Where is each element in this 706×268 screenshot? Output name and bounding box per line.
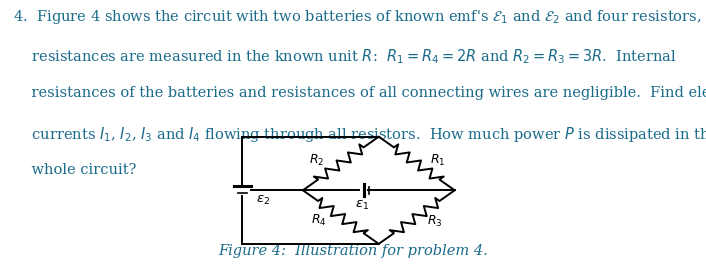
- Text: 4.  Figure 4 shows the circuit with two batteries of known emf's $\mathcal{E}_1$: 4. Figure 4 shows the circuit with two b…: [13, 8, 706, 26]
- Text: $R_2$: $R_2$: [309, 153, 324, 168]
- Text: resistances are measured in the known unit $R$:  $R_1 = R_4 = 2R$ and $R_2 = R_3: resistances are measured in the known un…: [13, 47, 676, 66]
- Text: $\varepsilon_2$: $\varepsilon_2$: [256, 193, 270, 207]
- Text: whole circuit?: whole circuit?: [13, 163, 136, 177]
- Text: $R_1$: $R_1$: [431, 153, 445, 168]
- Text: $R_3$: $R_3$: [427, 214, 443, 229]
- Text: currents $I_1$, $I_2$, $I_3$ and $I_4$ flowing through all resistors.  How much : currents $I_1$, $I_2$, $I_3$ and $I_4$ f…: [13, 125, 706, 144]
- Text: Figure 4:  Illustration for problem 4.: Figure 4: Illustration for problem 4.: [218, 244, 488, 258]
- Text: resistances of the batteries and resistances of all connecting wires are negligi: resistances of the batteries and resista…: [13, 86, 706, 100]
- Text: $R_4$: $R_4$: [311, 213, 327, 228]
- Text: $\varepsilon_1$: $\varepsilon_1$: [355, 199, 369, 212]
